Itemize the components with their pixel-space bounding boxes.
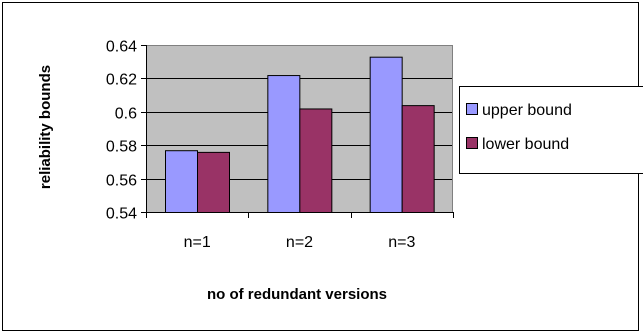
legend: upper bound lower bound [459,86,643,174]
y-tick-label: 0.56 [106,173,137,190]
y-tick-label: 0.62 [106,72,137,89]
legend-label: lower bound [482,136,569,153]
legend-box [459,86,643,174]
legend-swatch [466,103,478,115]
bar-upper-bound-n2 [267,75,301,213]
x-tick-label: n=3 [388,234,415,251]
bar-upper-bound-n1 [165,150,198,214]
x-tick-label: n=2 [286,234,313,251]
x-tick-label: n=1 [184,234,211,251]
y-tick-label: 0.64 [106,39,137,56]
y-tick-label: 0.58 [106,139,137,156]
x-axis-label: no of redundant versions [207,286,387,303]
y-axis-label: reliability bounds [37,65,54,189]
legend-label: upper bound [482,102,572,119]
bar-upper-bound-n3 [369,56,403,213]
y-tick-label: 0.6 [115,106,137,123]
bar-lower-bound-n1 [197,151,230,214]
legend-swatch [466,137,478,149]
plot-area: 0.54 0.56 0.58 0.6 0.62 0.64 n=1 n=2 n=3 [106,39,454,251]
bar-lower-bound-n2 [299,108,333,213]
bar-lower-bound-n3 [401,105,435,213]
y-tick-label: 0.54 [106,206,137,223]
